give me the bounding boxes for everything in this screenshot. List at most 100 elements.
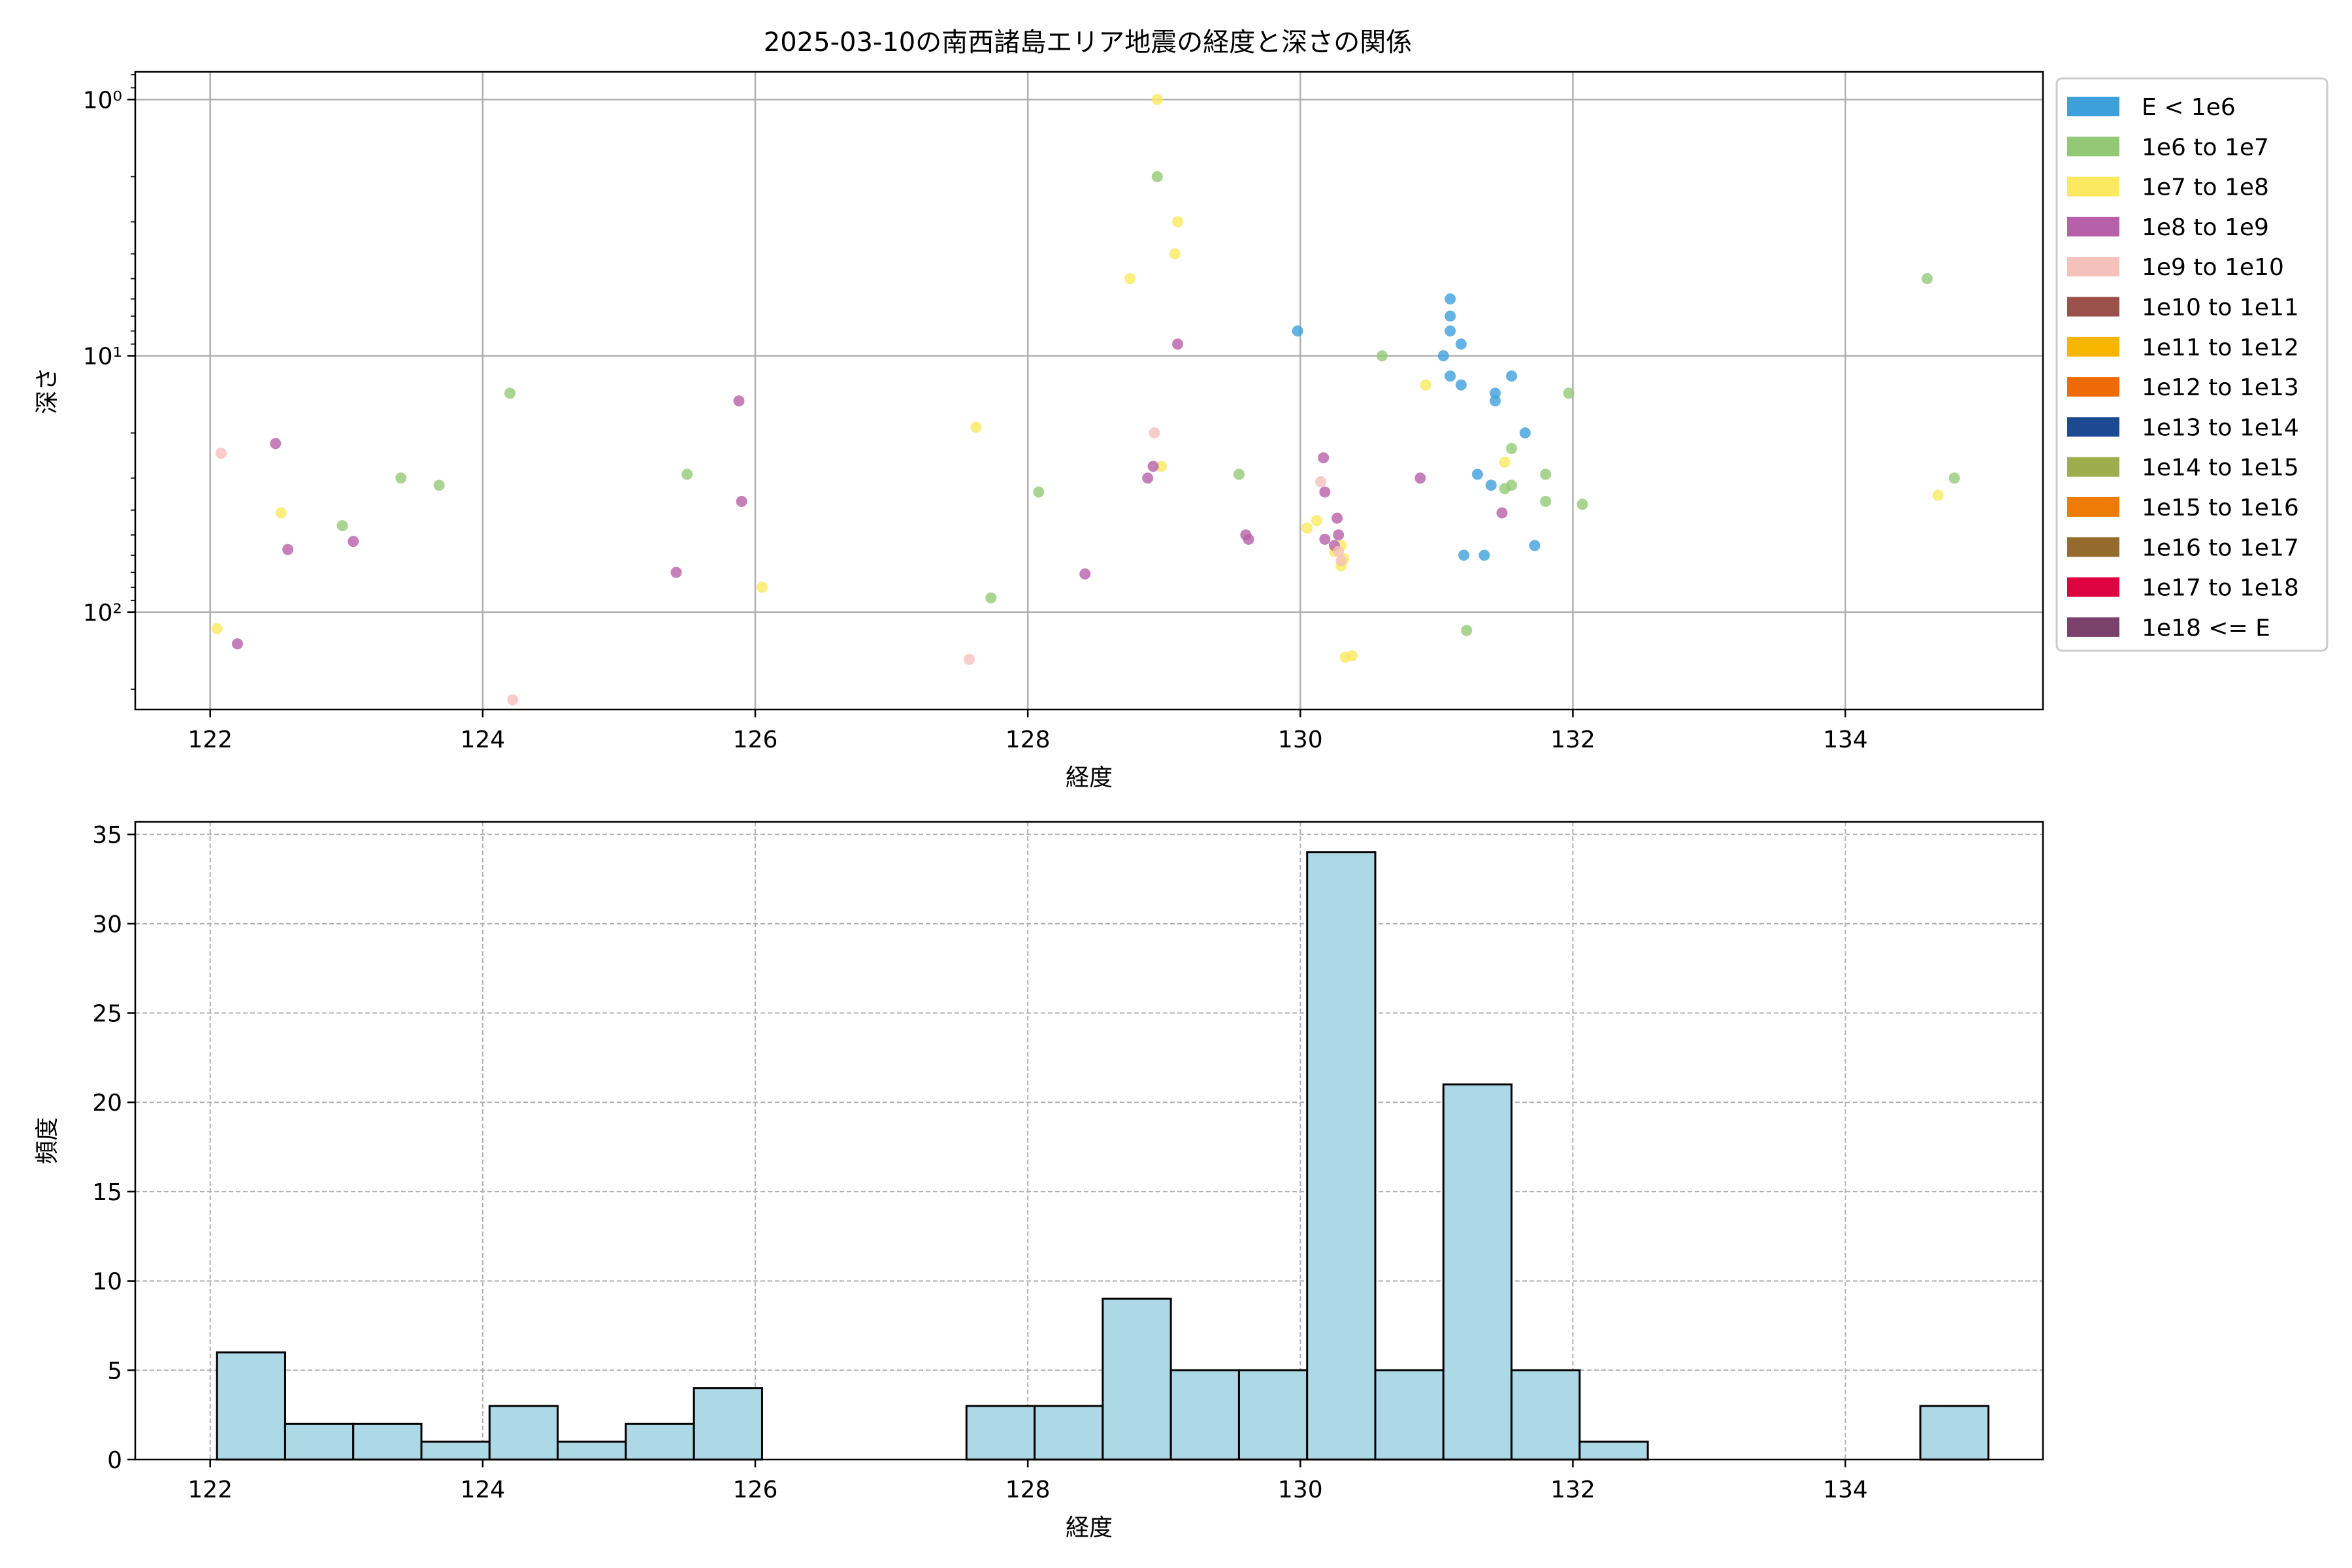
legend-swatch [2067, 577, 2119, 597]
scatter-point [1151, 171, 1163, 182]
histogram-bar [1511, 1369, 1581, 1461]
scatter-y-tick-label: 10⁰ [83, 87, 122, 114]
scatter-point [1485, 480, 1497, 491]
scatter-point [1331, 512, 1343, 524]
scatter-point [1455, 338, 1467, 350]
scatter-point [1496, 507, 1508, 519]
scatter-point [270, 438, 282, 449]
scatter-point [433, 480, 445, 491]
scatter-points [211, 93, 1960, 706]
histogram-y-tick-label: 35 [92, 822, 122, 849]
histogram-bar [488, 1405, 559, 1461]
histogram-bars [216, 851, 1990, 1461]
legend-swatch [2067, 176, 2119, 197]
scatter-point [1529, 540, 1541, 551]
scatter-point [1490, 395, 1501, 407]
scatter-panel: 2025-03-10の南西諸島エリア地震の経度と深さの関係 122 124 126 1… [34, 27, 2328, 791]
scatter-y-tick-label: 10¹ [83, 344, 122, 370]
legend-label: 1e8 to 1e9 [2142, 214, 2269, 241]
scatter-x-label: 経度 [1066, 764, 1113, 791]
histogram-x-tick-label: 132 [1550, 1477, 1595, 1503]
scatter-point [670, 566, 682, 578]
scatter-point [1033, 486, 1045, 498]
histogram-bar [216, 1351, 286, 1461]
scatter-point [1420, 379, 1431, 391]
histogram-y-tick-label: 0 [107, 1447, 122, 1474]
histogram-bar [1442, 1083, 1513, 1461]
histogram-x-tick-label: 130 [1278, 1477, 1323, 1503]
scatter-point [1921, 273, 1933, 285]
histogram-bar [1102, 1298, 1172, 1461]
histogram-y-tick-label: 10 [92, 1269, 122, 1296]
scatter-point [1147, 461, 1159, 472]
scatter-point [736, 495, 747, 507]
histogram-bar [1919, 1405, 1990, 1461]
scatter-point [985, 592, 997, 604]
histogram-x-tick-label: 126 [733, 1477, 778, 1503]
scatter-point [1335, 555, 1347, 566]
histogram-x-label: 経度 [1066, 1514, 1113, 1541]
scatter-x-tick-label: 122 [188, 727, 233, 753]
histogram-bar [1237, 1369, 1309, 1461]
legend-swatch [2067, 137, 2119, 157]
scatter-point [1490, 387, 1501, 399]
scatter-point [1156, 461, 1168, 472]
scatter-point [1243, 533, 1254, 545]
legend: E < 1e6 1e6 to 1e7 1e7 to 1e8 1e8 to 1e9 1e9… [2055, 77, 2328, 652]
histogram-y-label: 頻度 [34, 1117, 61, 1164]
histogram-bar [1169, 1369, 1240, 1461]
scatter-point [1151, 93, 1163, 105]
scatter-point [1445, 310, 1456, 322]
scatter-point [733, 395, 745, 407]
scatter-point [1319, 533, 1331, 545]
histogram-bar [557, 1441, 627, 1461]
histogram-bar [965, 1405, 1036, 1461]
scatter-point [1437, 350, 1449, 362]
legend-label: 1e12 to 1e13 [2142, 374, 2299, 401]
legend-swatch [2067, 537, 2119, 557]
legend-swatch [2067, 497, 2119, 517]
histogram-x-ticks: 122 124 126 128 130 132 134 [188, 1460, 1868, 1503]
scatter-grid [135, 72, 2043, 710]
scatter-y-label: 深さ [34, 367, 61, 414]
legend-swatch [2067, 457, 2119, 477]
scatter-point [1455, 379, 1467, 391]
scatter-point [1445, 293, 1456, 305]
scatter-point [1932, 489, 1944, 501]
scatter-point [963, 653, 975, 665]
legend-label: 1e11 to 1e12 [2142, 335, 2299, 361]
scatter-point [1333, 529, 1345, 541]
scatter-point [231, 638, 243, 649]
scatter-point [1499, 456, 1511, 468]
legend-frame [2055, 77, 2328, 652]
scatter-point [756, 581, 768, 593]
scatter-point [1311, 515, 1322, 527]
scatter-point [1506, 480, 1518, 491]
scatter-point [1315, 476, 1327, 487]
scatter-x-ticks: 122 124 126 128 130 132 134 [188, 710, 1868, 753]
legend-swatch [2067, 216, 2119, 237]
scatter-y-ticks: 10⁰ 10¹ 10² [83, 74, 135, 690]
histogram-bar [1034, 1405, 1104, 1461]
histogram-y-tick-label: 30 [92, 911, 122, 938]
scatter-point [1414, 472, 1426, 484]
scatter-point [970, 421, 982, 433]
scatter-point [1149, 427, 1160, 439]
legend-swatch [2067, 257, 2119, 277]
histogram-y-tick-label: 5 [107, 1358, 122, 1384]
legend-label: E < 1e6 [2142, 94, 2236, 121]
scatter-point [1540, 468, 1552, 480]
scatter-point [1169, 248, 1181, 259]
legend-label: 1e9 to 1e10 [2142, 254, 2284, 281]
scatter-x-tick-label: 126 [733, 727, 778, 753]
legend-swatch [2067, 97, 2119, 116]
legend-swatch [2067, 417, 2119, 437]
scatter-x-tick-label: 134 [1823, 727, 1868, 753]
histogram-y-tick-label: 15 [92, 1179, 122, 1206]
histogram-grid [135, 822, 2043, 1460]
scatter-point [1540, 495, 1552, 507]
scatter-point [1319, 486, 1331, 498]
histogram-bar [420, 1441, 491, 1461]
scatter-point [1519, 427, 1531, 439]
